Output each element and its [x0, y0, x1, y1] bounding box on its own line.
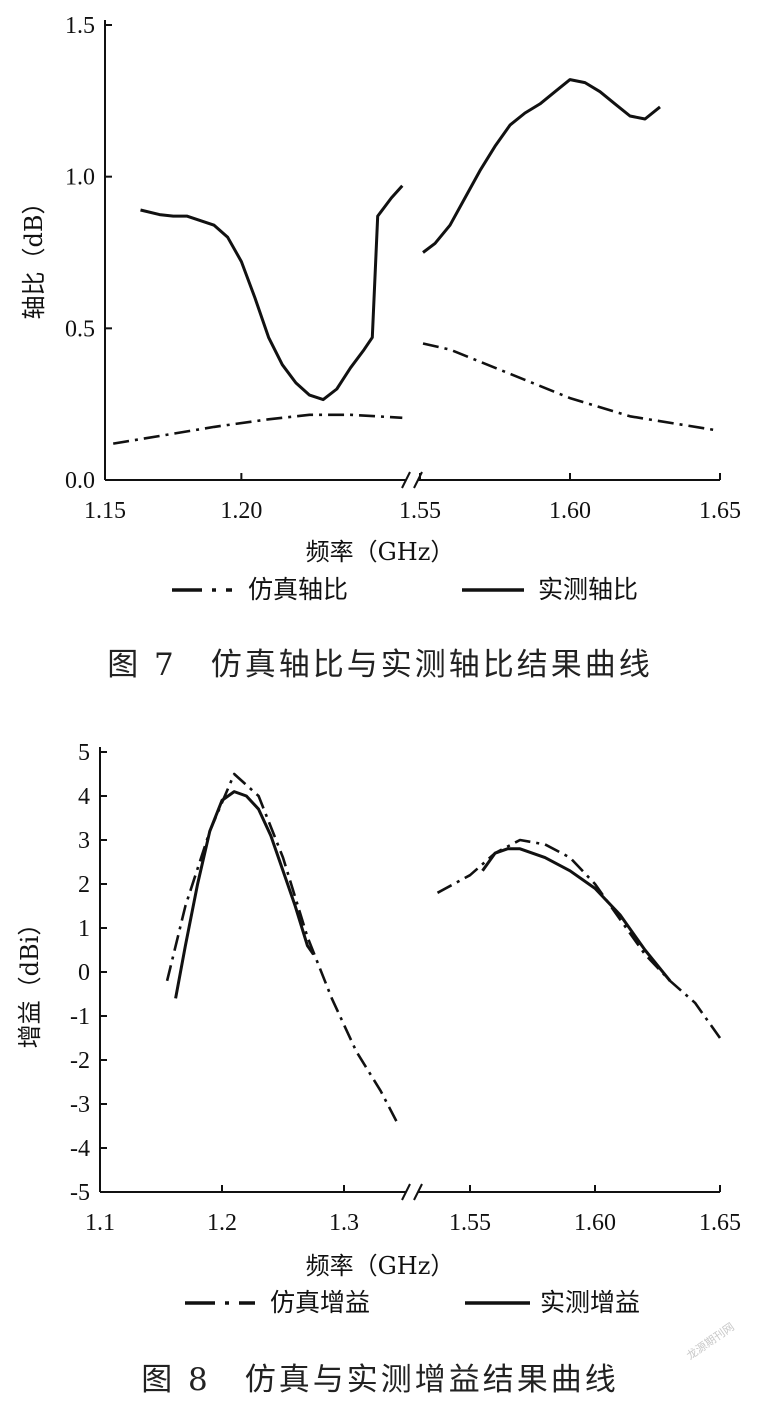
x-tick-label: 1.1: [85, 1210, 115, 1236]
series-line-simulated-right: [436, 838, 722, 1039]
chart-8: -5 -4 -3 -2 -1 0 1 2 3 4 5 1.1 1.2 1.3 1.55 1.60 1.65 频率（…: [16, 740, 741, 1398]
y-tick-label: -2: [70, 1048, 90, 1074]
x-tick-label: 1.60: [549, 498, 591, 524]
y-tick-label: 3: [78, 828, 90, 854]
x-tick-label: 1.65: [699, 1210, 741, 1236]
x-tick-label: 1.55: [399, 498, 441, 524]
series-line-measured-right: [481, 847, 672, 982]
axis-break-mark: [413, 1183, 423, 1201]
x-tick-label: 1.3: [329, 1210, 359, 1236]
legend-entry: 仿真轴比: [248, 575, 348, 604]
axis-break-mark: [401, 471, 411, 489]
y-tick-label: -3: [70, 1092, 90, 1118]
x-tick-label: 1.55: [449, 1210, 491, 1236]
series-line-measured-right: [422, 78, 661, 254]
y-tick-label: 1: [78, 916, 90, 942]
y-tick-label: -4: [70, 1136, 90, 1162]
watermark-text: 龙源期刊网: [684, 1319, 737, 1362]
x-axis-label: 频率（GHz）: [306, 1252, 455, 1280]
y-tick-label: 5: [78, 740, 90, 766]
y-tick-label: 1.5: [65, 13, 95, 39]
axis-break-mark: [401, 1183, 411, 1201]
series-line-measured-left: [140, 184, 404, 402]
x-tick-label: 1.15: [84, 498, 126, 524]
legend-entry: 实测增益: [540, 1288, 640, 1317]
x-tick-label: 1.60: [574, 1210, 616, 1236]
y-tick-label: -1: [70, 1004, 90, 1030]
x-tick-label: 1.2: [207, 1210, 237, 1236]
y-tick-label: 1.0: [65, 165, 95, 191]
series-line-simulated-right: [422, 342, 715, 432]
chart-7: 0.0 0.5 1.0 1.5 1.15 1.20 1.55 1.60 1.65 频率（GHz） 轴…: [20, 13, 741, 683]
x-tick-label: 1.65: [699, 498, 741, 524]
series-line-simulated-left: [112, 413, 403, 445]
figure-caption: 图 8 仿真与实测增益结果曲线: [141, 1362, 619, 1398]
y-tick-label: 0: [78, 960, 90, 986]
x-tick-label: 1.20: [220, 498, 262, 524]
x-axis-label: 频率（GHz）: [306, 538, 455, 566]
series-line-measured-left: [174, 790, 315, 999]
y-tick-label: 0.0: [65, 468, 95, 494]
figure-caption: 图 7 仿真轴比与实测轴比结果曲线: [107, 647, 653, 683]
legend-entry: 实测轴比: [538, 575, 638, 604]
y-tick-label: 2: [78, 872, 90, 898]
series-line-simulated-left: [165, 772, 401, 1127]
y-axis-label: 增益（dBi）: [16, 912, 44, 1049]
y-tick-label: 0.5: [65, 316, 95, 342]
legend-entry: 仿真增益: [270, 1288, 370, 1317]
y-tick-label: 4: [78, 784, 90, 810]
y-tick-label: -5: [70, 1180, 90, 1206]
y-axis-label: 轴比（dB）: [20, 191, 48, 320]
